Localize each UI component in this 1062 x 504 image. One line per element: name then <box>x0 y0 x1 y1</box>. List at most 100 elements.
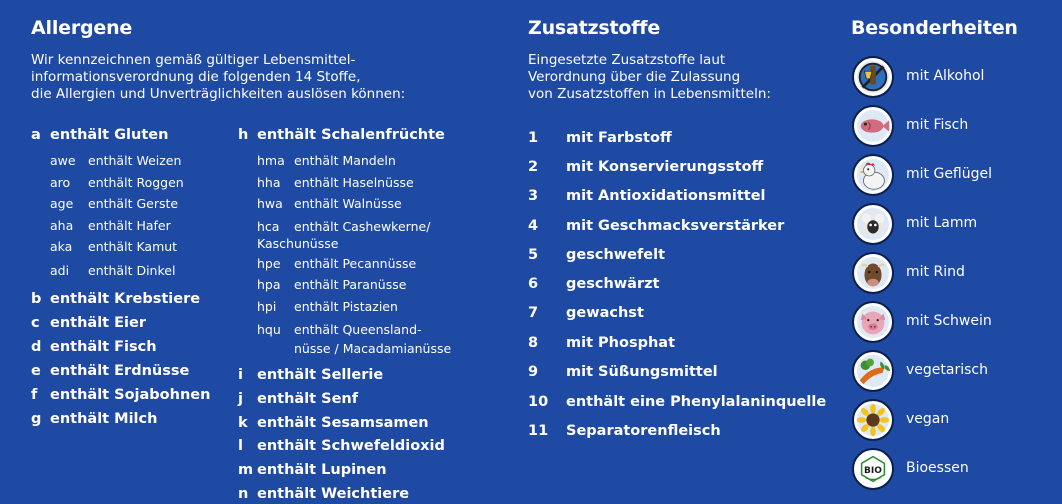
allergen-subitem: hpa enthält Paranüsse <box>257 277 406 292</box>
allergen-subitem: hqu enthält Queensland- nüsse / Macadamia… <box>257 320 451 358</box>
additive-item: 10 enthält eine Phenylalaninquelle <box>528 394 826 410</box>
besonderheit-label: Bioessen <box>906 460 969 476</box>
allergen-code: i <box>238 367 243 383</box>
additive-number: 11 <box>528 423 549 439</box>
allergen-subcode: hma <box>257 153 285 168</box>
allergen-item: g enthält Milch <box>31 411 157 427</box>
allergen-item: k enthält Sesamsamen <box>238 415 429 431</box>
allergene-intro-line: informationsverordnung die folgenden 14 … <box>31 69 361 85</box>
allergene-title: Allergene <box>31 17 133 39</box>
additive-item: 5 geschwefelt <box>528 247 665 263</box>
allergen-subcode: hha <box>257 175 281 190</box>
additive-number: 3 <box>528 188 539 204</box>
allergen-sublabel: enthält Gerste <box>88 196 179 211</box>
allergen-sublabel: enthält Dinkel <box>88 263 176 278</box>
allergen-code: h <box>238 127 249 143</box>
additive-label: mit Konservierungsstoff <box>566 159 764 175</box>
additive-item: 11 Separatorenfleisch <box>528 423 721 439</box>
allergen-item: d enthält Fisch <box>31 339 157 355</box>
allergen-subcode: hqu <box>257 322 281 337</box>
allergen-item: i enthält Sellerie <box>238 367 383 383</box>
besonderheiten-title: Besonderheiten <box>851 17 1018 39</box>
allergen-item: b enthält Krebstiere <box>31 291 200 307</box>
allergen-subcode: aka <box>50 239 73 254</box>
allergen-sublabel: enthält Paranüsse <box>294 277 407 292</box>
allergen-subcode: adi <box>50 263 70 278</box>
allergen-subitem: aka enthält Kamut <box>50 239 177 254</box>
allergen-subitem: hpe enthält Pecannüsse <box>257 256 416 271</box>
allergen-item: e enthält Erdnüsse <box>31 363 189 379</box>
besonderheit-label: mit Lamm <box>906 215 978 231</box>
allergen-item: c enthält Eier <box>31 315 146 331</box>
allergen-code: j <box>238 391 243 407</box>
allergen-sublabel: enthält Cashewkerne/ <box>294 219 431 234</box>
bio-icon: BIO <box>852 448 894 490</box>
allergen-subcode: age <box>50 196 74 211</box>
allergen-code: l <box>238 438 243 454</box>
allergen-subcode: hpe <box>257 256 281 271</box>
allergen-subitem: hha enthält Haselnüsse <box>257 175 414 190</box>
besonderheit-label: vegetarisch <box>906 362 988 378</box>
besonderheit-label: mit Rind <box>906 264 965 280</box>
allergen-label: enthält Gluten <box>50 127 169 143</box>
allergen-subcode: hca <box>257 219 280 234</box>
poultry-icon <box>852 154 894 196</box>
allergen-subitem: hpi enthält Pistazien <box>257 299 398 314</box>
allergen-item-h: h enthält Schalenfrüchte <box>238 127 445 143</box>
additive-item: 6 geschwärzt <box>528 276 659 292</box>
alcohol-icon <box>852 56 894 98</box>
allergen-subitem: aro enthält Roggen <box>50 175 184 190</box>
allergen-label: enthält Lupinen <box>257 462 387 478</box>
allergen-label: enthält Weichtiere <box>257 486 410 502</box>
additive-number: 4 <box>528 218 539 234</box>
allergen-label: enthält Milch <box>50 411 158 427</box>
additive-label: mit Geschmacksverstärker <box>566 218 785 234</box>
bio-icon-text: BIO <box>864 466 882 476</box>
additive-label: mit Farbstoff <box>566 130 672 146</box>
additive-number: 5 <box>528 247 539 263</box>
additive-label: mit Antioxidationsmittel <box>566 188 766 204</box>
allergen-item: m enthält Lupinen <box>238 462 387 478</box>
lamb-icon <box>852 203 894 245</box>
allergen-code: f <box>31 387 38 403</box>
additive-item: 1 mit Farbstoff <box>528 130 672 146</box>
allergen-sublabel: enthält Mandeln <box>294 153 396 168</box>
allergen-sublabel-cont: Kaschunüsse <box>257 236 339 251</box>
zusatzstoffe-intro-line: von Zusatzstoffen in Lebensmitteln: <box>528 86 771 102</box>
allergen-subitem: age enthält Gerste <box>50 196 178 211</box>
zusatzstoffe-title: Zusatzstoffe <box>528 17 661 39</box>
allergen-item: f enthält Sojabohnen <box>31 387 210 403</box>
allergen-sublabel: enthält Kamut <box>88 239 178 254</box>
allergen-code: a <box>31 127 41 143</box>
allergene-intro: Wir kennzeichnen gemäß gültiger Lebensmi… <box>31 52 405 103</box>
besonderheit-label: mit Geflügel <box>906 166 993 182</box>
allergen-subcode: hpa <box>257 277 281 292</box>
allergen-item: j enthält Senf <box>238 391 358 407</box>
allergen-sublabel: enthält Hafer <box>88 218 171 233</box>
allergen-code: d <box>31 339 42 355</box>
fish-icon <box>852 105 894 147</box>
allergen-sublabel: enthält Weizen <box>88 153 182 168</box>
allergen-subitem: aha enthält Hafer <box>50 218 171 233</box>
additive-number: 8 <box>528 335 539 351</box>
allergen-sublabel: enthält Pecannüsse <box>294 256 417 271</box>
allergen-item: l enthält Schwefeldioxid <box>238 438 445 454</box>
allergen-subcode: awe <box>50 153 76 168</box>
allergen-label: enthält Eier <box>50 315 147 331</box>
additive-item: 3 mit Antioxidationsmittel <box>528 188 766 204</box>
allergen-subitem: hma enthält Mandeln <box>257 153 396 168</box>
vegetarian-icon <box>852 350 894 392</box>
allergen-sublabel-cont: nüsse / Macadamianüsse <box>294 341 452 356</box>
allergene-intro-line: die Allergien und Unverträglichkeiten au… <box>31 86 406 102</box>
allergen-label: enthält Senf <box>257 391 359 407</box>
allergen-subitem: awe enthält Weizen <box>50 153 181 168</box>
zusatzstoffe-intro-line: Verordnung über die Zulassung <box>528 69 741 85</box>
additive-number: 2 <box>528 159 539 175</box>
allergen-label: enthält Sellerie <box>257 367 384 383</box>
allergen-label: enthält Schalenfrüchte <box>257 127 445 143</box>
additive-number: 10 <box>528 394 549 410</box>
allergen-code: n <box>238 486 249 502</box>
allergen-sublabel: enthält Haselnüsse <box>294 175 414 190</box>
additive-number: 7 <box>528 305 539 321</box>
allergen-sublabel: enthält Walnüsse <box>294 196 402 211</box>
